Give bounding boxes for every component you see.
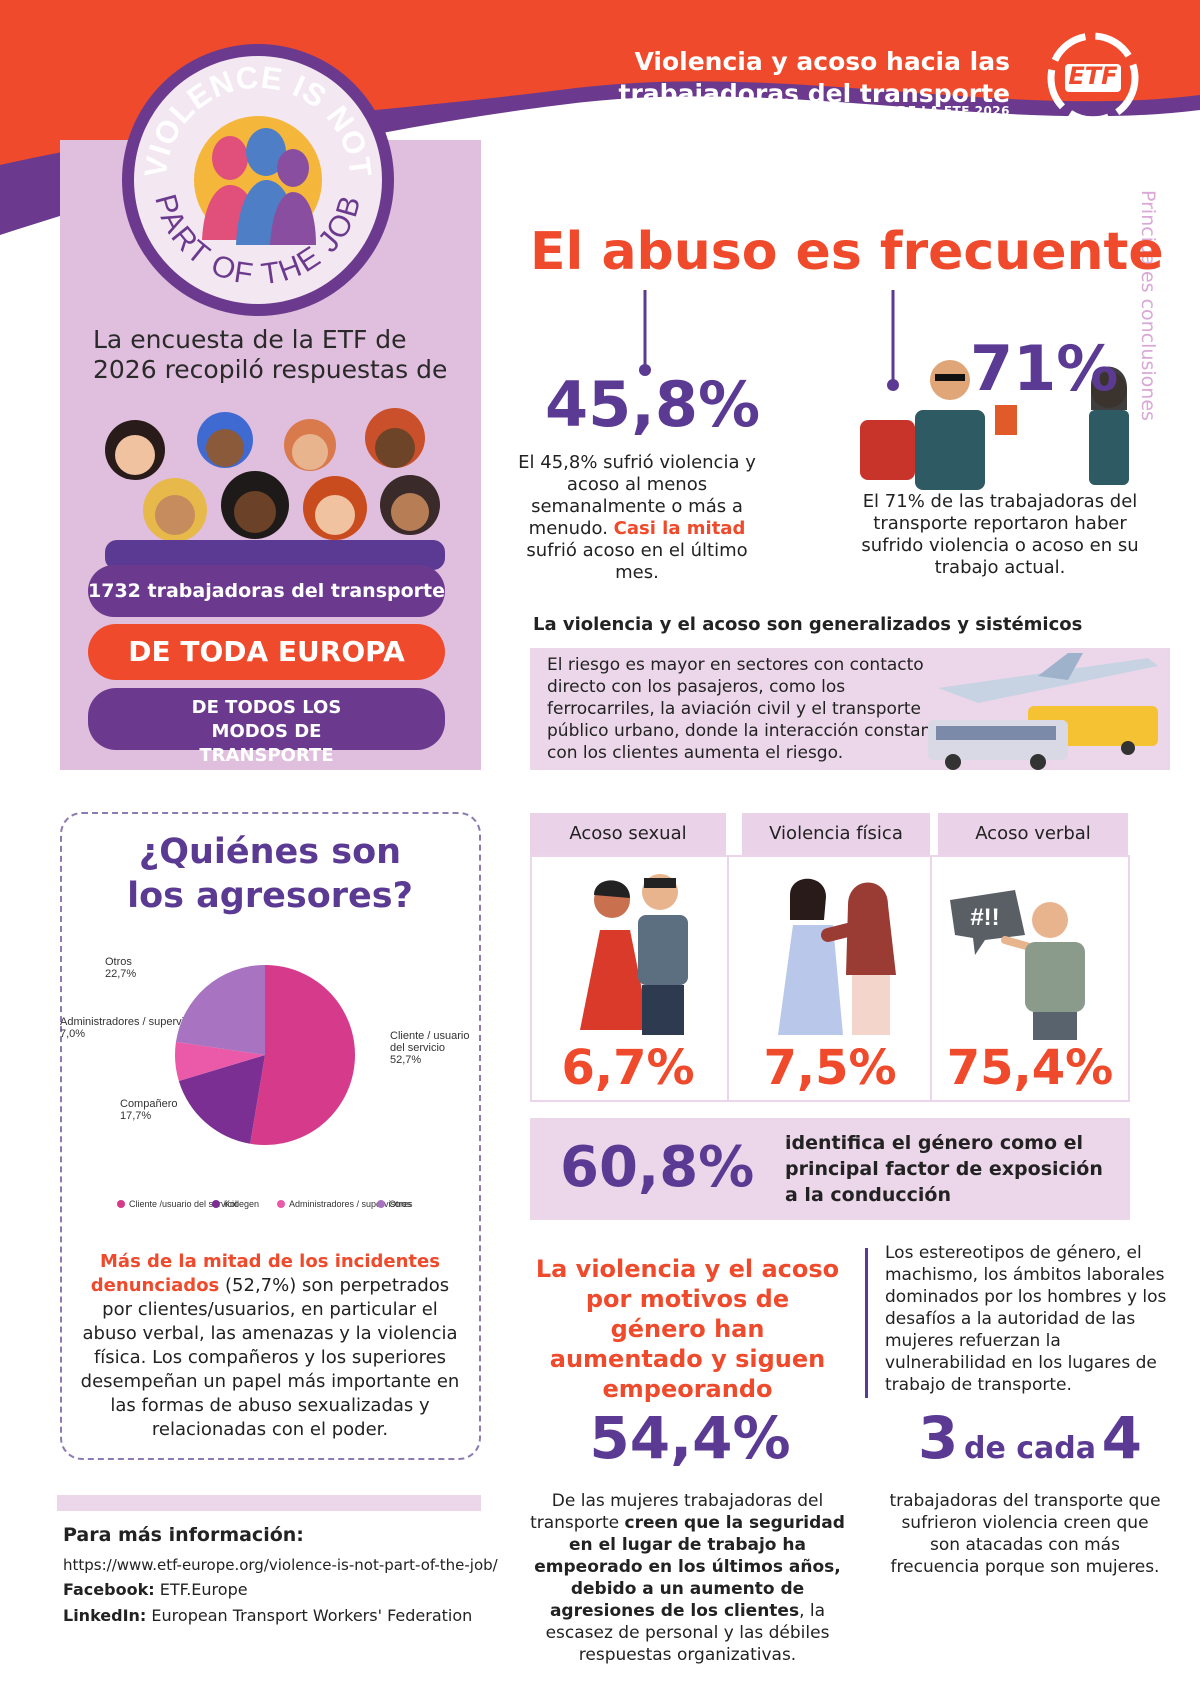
footer-linkedin: LinkedIn: European Transport Workers' Fe…: [63, 1606, 472, 1625]
stat-45-highlight: Casi la mitad: [613, 518, 746, 539]
header-title: Violencia y acoso hacia las trabajadoras…: [618, 47, 1010, 108]
pct-sexual: 6,7%: [561, 1040, 695, 1096]
footer-facebook: Facebook: ETF.Europe: [63, 1580, 248, 1599]
connector-lines: [639, 290, 899, 391]
sexual-harassment-illustration: [580, 874, 688, 1035]
stat-54-value: 54,4%: [589, 1404, 791, 1472]
linkedin-handle[interactable]: European Transport Workers' Federation: [151, 1606, 473, 1625]
footer-bar: [57, 1495, 481, 1511]
legend-label: Administradores / supervisores: [289, 1199, 413, 1209]
stat-54-text-b: , la escasez de personal y las débiles r…: [545, 1601, 830, 1665]
aggressors-text-b: Los compañeros y los superiores desempeñ…: [80, 1347, 460, 1440]
footer-url[interactable]: https://www.etf-europe.org/violence-is-n…: [63, 1556, 498, 1574]
pie-legend: Cliente /usuario del servicio Kollegen Adm…: [117, 1196, 457, 1226]
header-subtitle: ENCUESTA DE LA ETF 2026: [818, 104, 1010, 118]
pct-physical: 7,5%: [763, 1040, 897, 1096]
footer-heading: Para más información:: [63, 1524, 304, 1546]
verbal-abuse-illustration: #!!: [950, 890, 1085, 1040]
main-title: El abuso es frecuente: [530, 222, 1164, 282]
stat-45-text-b: sufrió acoso en el último mes.: [526, 540, 748, 583]
systemic-heading: La violencia y el acoso son generalizado…: [533, 614, 1083, 635]
legend-swatch: [212, 1200, 220, 1208]
women-crowd-illustration: [105, 408, 445, 570]
pie-slice: [178, 1055, 265, 1144]
pie-slice-label: Cliente / usuario del servicio 52,7%: [390, 1030, 470, 1066]
gender-value: 60,8%: [560, 1135, 755, 1200]
trend-divider: [865, 1248, 868, 1398]
etf-logo-text: ETF: [1068, 62, 1118, 90]
trend-heading: La violencia y el acoso por motivos de g…: [535, 1255, 840, 1403]
aggressors-highlight: Más de la mitad de los incidentes denunc…: [90, 1251, 440, 1296]
stat-3of4-mid: de cada: [963, 1431, 1096, 1466]
pill-workers: 1732 trabajadoras del transporte: [88, 565, 445, 617]
pie-slice: [250, 965, 355, 1145]
traveler-illustration: [860, 360, 1129, 490]
card-head-sexual: Acoso sexual: [530, 813, 726, 855]
pill-europe: DE TODA EUROPA: [88, 624, 445, 680]
stat-54-bold: creen que la seguridad en el lugar de tr…: [534, 1513, 845, 1621]
stat-3of4: 3 de cada 4: [880, 1404, 1180, 1472]
aggressors-text-a: (52,7%) son perpetrados por clientes/usu…: [82, 1275, 458, 1368]
legend-label: Otros: [389, 1199, 412, 1209]
card-head-verbal: Acoso verbal: [938, 813, 1128, 855]
legend-swatch: [117, 1200, 125, 1208]
stat-45-text: El 45,8% sufrió violencia y acoso al men…: [512, 452, 762, 584]
etf-logo-icon: [1047, 32, 1139, 124]
stat-54-text: De las mujeres trabajadoras del transpor…: [520, 1490, 855, 1666]
transport-illustration: [928, 653, 1158, 770]
pie-slice: [175, 965, 265, 1055]
legend-swatch: [377, 1200, 385, 1208]
pie-slice: [175, 1041, 265, 1082]
card-head-physical: Violencia física: [742, 813, 930, 855]
abuse-cards-frame: [530, 855, 1130, 1102]
pct-verbal: 75,4%: [946, 1040, 1114, 1096]
legend-label: Kollegen: [224, 1199, 259, 1209]
stat-3of4-text: trabajadoras del transporte que sufriero…: [889, 1491, 1161, 1577]
linkedin-label: LinkedIn:: [63, 1606, 147, 1625]
speech-bubble-text: #!!: [970, 904, 999, 931]
facebook-label: Facebook:: [63, 1580, 155, 1599]
legend-label: Cliente /usuario del servicio: [129, 1199, 239, 1209]
intro-text: La encuesta de la ETF de 2026 recopiló r…: [93, 325, 448, 384]
stat-45-text-a: El 45,8% sufrió violencia y acoso al men…: [518, 452, 756, 539]
pill-modes: DE TODOS LOS MODOS DE TRANSPORTE: [88, 688, 445, 766]
silhouettes-icon: [202, 128, 316, 245]
systemic-text: El riesgo es mayor en sectores con conta…: [547, 655, 949, 763]
gender-text: identifica el género como el principal f…: [785, 1132, 1103, 1206]
pie-slice-label: Compañero 17,7%: [120, 1098, 177, 1122]
stat-3of4-num-a: 3: [918, 1404, 959, 1472]
pie-slice-label: Otros 22,7%: [105, 956, 136, 980]
pie-slice-label: Administradores / supervisores 7,0%: [60, 1016, 212, 1040]
campaign-badge: VIOLENCE IS NOT PART OF THE JOB: [118, 40, 398, 320]
aggressors-pie-chart: Cliente / usuario del servicio 52,7% Compañ…: [60, 956, 470, 1145]
trend-text: Los estereotipos de género, el machismo,…: [885, 1243, 1167, 1395]
aggressors-title: ¿Quiénes son los agresores?: [127, 832, 413, 916]
physical-violence-illustration: [778, 878, 896, 1035]
card-divider-2: [930, 855, 932, 1102]
stat-45-value: 45,8%: [545, 368, 761, 441]
gender-box: [530, 1118, 1130, 1220]
aggressors-text: Más de la mitad de los incidentes denunc…: [75, 1250, 465, 1442]
facebook-handle[interactable]: ETF.Europe: [159, 1580, 248, 1599]
stat-54-text-a: De las mujeres trabajadoras del transpor…: [530, 1491, 824, 1533]
stat-71-text: El 71% de las trabajadoras del transport…: [861, 491, 1139, 578]
stat-71-value: 71%: [970, 332, 1119, 405]
etf-logo: ETF: [1043, 28, 1143, 128]
aggressors-box: [60, 812, 481, 1460]
badge-graphic: VIOLENCE IS NOT PART OF THE JOB: [122, 44, 394, 316]
card-divider-1: [727, 855, 729, 1102]
legend-swatch: [277, 1200, 285, 1208]
stat-3of4-num-b: 4: [1101, 1404, 1142, 1472]
